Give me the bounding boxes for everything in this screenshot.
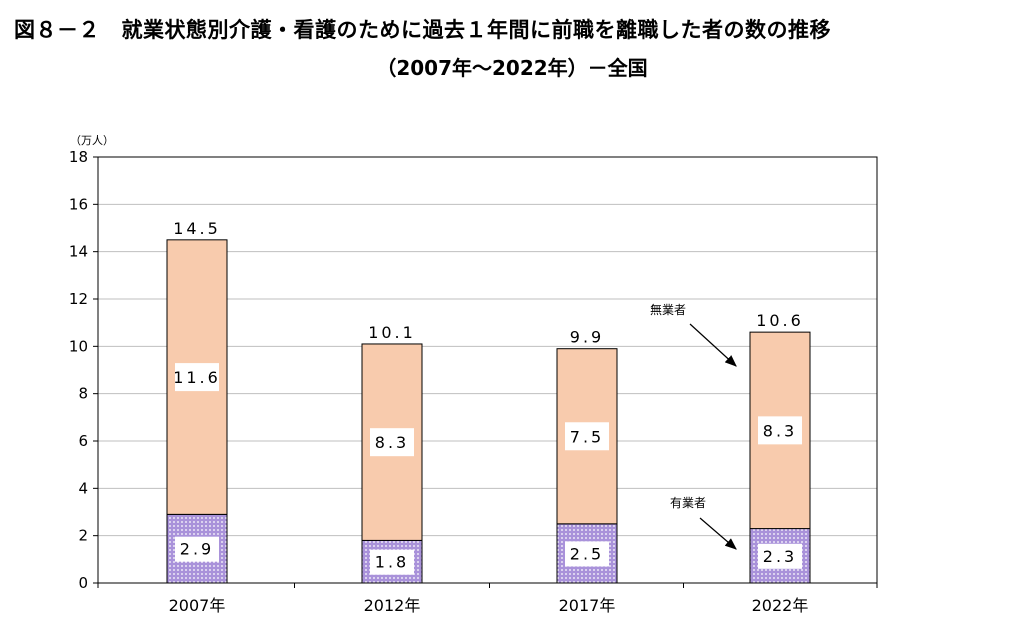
- x-category-label: 2007年: [169, 596, 226, 615]
- upper-label-box: [565, 422, 609, 451]
- annotation-arrow-unemployed: [689, 323, 737, 367]
- y-tick-label: 6: [78, 432, 88, 450]
- upper-value-label: 7.5: [570, 427, 604, 446]
- title-line-1: 図８－２ 就業状態別介護・看護のために過去１年間に前職を離職した者の数の推移: [14, 18, 831, 42]
- x-category-label: 2022年: [752, 596, 809, 615]
- lower-value-label: 2.3: [763, 547, 797, 566]
- total-value-label: 9.9: [570, 328, 604, 347]
- lower-value-label: 1.8: [375, 553, 409, 572]
- y-tick-label: 0: [78, 574, 88, 592]
- lower-value-label: 2.5: [570, 544, 604, 563]
- y-tick-label: 14: [69, 243, 88, 261]
- lower-label-box: [565, 541, 609, 567]
- chart-title: 図８－２ 就業状態別介護・看護のために過去１年間に前職を離職した者の数の推移 （…: [0, 6, 1024, 86]
- y-tick-label: 18: [69, 148, 88, 166]
- y-tick-label: 4: [78, 479, 88, 497]
- lower-label-box: [758, 543, 802, 569]
- plot-frame: [97, 156, 878, 584]
- upper-value-label: 8.3: [763, 421, 797, 440]
- total-value-label: 14.5: [173, 219, 221, 238]
- upper-value-label: 8.3: [375, 433, 409, 452]
- annotation-arrow-employed: [699, 517, 737, 550]
- x-category-label: 2017年: [559, 596, 616, 615]
- y-unit-label: （万人）: [70, 134, 114, 147]
- upper-label-box: [370, 428, 414, 457]
- y-tick-label: 2: [78, 527, 88, 545]
- upper-value-label: 11.6: [173, 368, 221, 387]
- y-tick-label: 10: [69, 337, 88, 355]
- lower-value-label: 2.9: [180, 540, 214, 559]
- y-tick-label: 12: [69, 290, 88, 308]
- annotation-label-unemployed: 無業者: [650, 302, 686, 317]
- upper-label-box: [758, 416, 802, 445]
- lower-label-box: [370, 549, 414, 575]
- x-category-label: 2012年: [364, 596, 421, 615]
- annotation-label-employed: 有業者: [670, 496, 706, 510]
- y-tick-label: 16: [69, 195, 88, 213]
- y-tick-label: 8: [78, 385, 88, 403]
- title-line-2: （2007年～2022年）－全国: [376, 56, 648, 80]
- total-value-label: 10.1: [368, 323, 416, 342]
- lower-label-box: [175, 536, 219, 562]
- upper-label-box: [175, 363, 219, 392]
- total-value-label: 10.6: [756, 311, 804, 330]
